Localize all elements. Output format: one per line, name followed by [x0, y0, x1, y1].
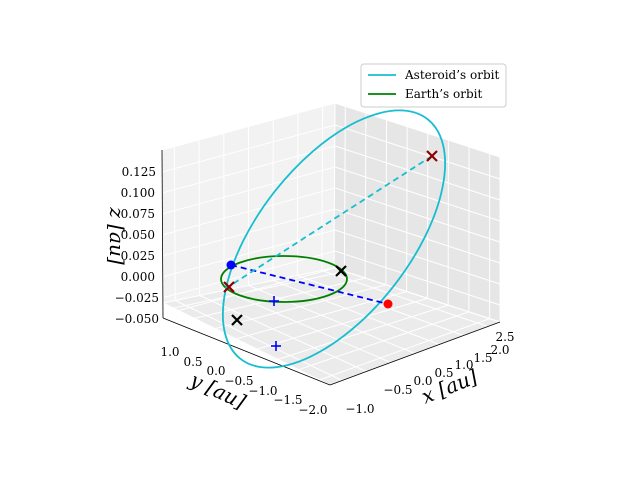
grid-line	[272, 280, 440, 345]
x-tick-labels: −1.0 −0.5 0.0 0.5 1.0 1.5 2.0 2.5	[345, 330, 514, 416]
earth-position-marker	[335, 265, 347, 277]
aphelion-marker	[426, 150, 438, 162]
legend-label-earth: Earth’s orbit	[405, 87, 482, 101]
grid-line	[161, 267, 501, 323]
x-tick-label: 2.0	[490, 343, 509, 357]
grid-line	[161, 187, 501, 243]
legend: Asteroid’s orbit Earth’s orbit	[360, 63, 507, 108]
grid-line	[296, 113, 299, 276]
grid-line	[343, 106, 346, 272]
grid-line	[161, 145, 501, 201]
z-tick-labels: 0.125 0.100 0.075 0.050 0.025 0.000 −0.0…	[115, 165, 159, 326]
intersection-marker	[269, 296, 279, 306]
intersection-marker	[271, 341, 281, 351]
grid-line	[198, 139, 201, 296]
asteroid-orbit-line	[221, 109, 447, 369]
y-tick-label: −0.5	[224, 374, 253, 388]
y-tick-label: −1.5	[273, 393, 302, 407]
grid-lines	[161, 106, 501, 381]
grid-line	[173, 146, 176, 301]
x-tick-label: 0.0	[413, 374, 432, 388]
y-axis-line	[162, 317, 331, 386]
earth-position-marker	[231, 314, 243, 326]
y-tick-label: 0.5	[183, 355, 202, 369]
plot-marks	[220, 109, 447, 369]
y-tick-label: −1.0	[248, 384, 277, 398]
z-tick-label: 0.125	[122, 165, 156, 179]
grid-line	[223, 290, 391, 363]
legend-box	[360, 63, 507, 108]
grid-line	[364, 113, 367, 279]
z-tick-label: 0.100	[121, 186, 155, 200]
grid-line	[406, 126, 408, 292]
x-tick-label: −1.0	[345, 402, 374, 416]
grid-line	[321, 270, 489, 327]
grid-line	[297, 275, 464, 336]
line-of-nodes	[230, 264, 389, 305]
x-tick-label: 1.5	[473, 351, 492, 365]
z-tick-label: 0.000	[121, 270, 155, 284]
grid-line	[199, 295, 367, 372]
y-tick-labels: 1.0 0.5 0.0 −0.5 −1.0 −1.5 −2.0	[160, 345, 327, 417]
grid-line	[385, 119, 388, 285]
z-axis-label: z [au]	[105, 206, 129, 265]
y-tick-label: 0.0	[206, 364, 225, 378]
x-axis-line	[329, 321, 501, 386]
x-tick-label: 2.5	[495, 330, 514, 344]
z-tick-label: 0.050	[121, 228, 155, 242]
grid-line	[321, 106, 324, 271]
y-tick-label: 1.0	[160, 345, 179, 359]
grid-line	[161, 229, 501, 285]
perihelion-marker	[223, 281, 235, 293]
earth-orbit-line	[220, 255, 348, 303]
legend-label-asteroid: Asteroid’s orbit	[404, 68, 499, 82]
apsis-line	[227, 155, 433, 288]
descending-node-marker	[383, 299, 393, 309]
grid-line	[248, 285, 416, 354]
z-tick-label: 0.025	[121, 249, 155, 263]
z-tick-label: 0.075	[121, 207, 155, 221]
grid-line	[161, 208, 501, 264]
z-tick-label: −0.050	[115, 312, 159, 326]
z-tick-label: −0.025	[115, 291, 159, 305]
x-tick-label: −0.5	[383, 383, 412, 397]
z-axis-line	[161, 149, 164, 319]
x-tick-label: 0.5	[434, 366, 453, 380]
grid-line	[161, 250, 501, 306]
grid-line	[174, 300, 343, 381]
grid-line	[161, 166, 501, 222]
y-tick-label: −2.0	[298, 403, 327, 417]
ascending-node-marker	[226, 260, 236, 270]
x-tick-label: 1.0	[454, 358, 473, 372]
